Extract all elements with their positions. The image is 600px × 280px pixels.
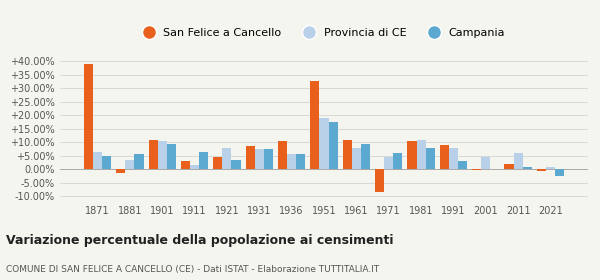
Bar (514, 153, 523, 169)
Legend: San Felice a Cancello, Provincia di CE, Campania: San Felice a Cancello, Provincia di CE, … (139, 23, 509, 42)
Text: COMUNE DI SAN FELICE A CANCELLO (CE) - Dati ISTAT - Elaborazione TUTTITALIA.IT: COMUNE DI SAN FELICE A CANCELLO (CE) - D… (6, 265, 379, 274)
Bar (523, 167, 532, 169)
Bar (310, 81, 319, 169)
Bar (361, 144, 370, 169)
Bar (296, 154, 305, 169)
Bar (116, 169, 125, 173)
Bar (440, 145, 449, 169)
Bar (167, 144, 176, 169)
Bar (264, 149, 273, 169)
Bar (232, 160, 241, 169)
Bar (199, 152, 208, 169)
Bar (416, 139, 425, 169)
Bar (352, 148, 361, 169)
Bar (472, 169, 481, 170)
Bar (481, 157, 490, 169)
Bar (93, 152, 102, 169)
Bar (319, 118, 329, 169)
Bar (246, 146, 255, 169)
Bar (278, 141, 287, 169)
Bar (505, 164, 514, 169)
Bar (375, 169, 384, 192)
Bar (384, 157, 393, 169)
Bar (102, 156, 111, 169)
Bar (190, 165, 199, 169)
Bar (84, 64, 93, 169)
Bar (158, 141, 167, 169)
Text: Variazione percentuale della popolazione ai censimenti: Variazione percentuale della popolazione… (6, 234, 394, 247)
Bar (255, 149, 264, 169)
Bar (223, 148, 232, 169)
Bar (134, 154, 143, 169)
Bar (425, 148, 434, 169)
Bar (329, 122, 338, 169)
Bar (287, 154, 296, 169)
Bar (407, 141, 416, 169)
Bar (214, 157, 223, 169)
Bar (393, 153, 402, 169)
Bar (458, 161, 467, 169)
Bar (449, 148, 458, 169)
Bar (555, 169, 564, 176)
Bar (546, 167, 555, 169)
Bar (149, 139, 158, 169)
Bar (537, 169, 546, 171)
Bar (343, 139, 352, 169)
Bar (181, 161, 190, 169)
Bar (125, 160, 134, 169)
